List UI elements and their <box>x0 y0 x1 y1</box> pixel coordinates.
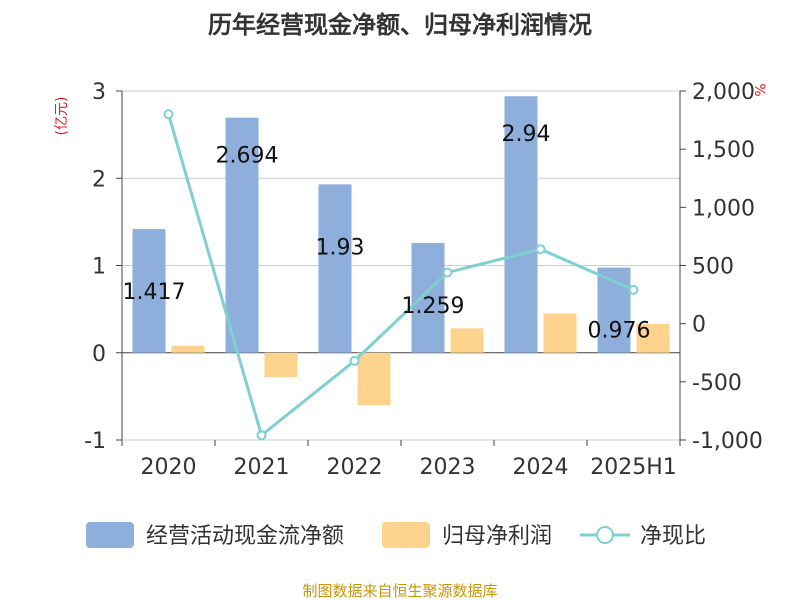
y-right-tick-label: 0 <box>692 313 706 338</box>
cashflow-bar <box>132 229 166 353</box>
net-cash-ratio-line <box>167 113 635 438</box>
cashflow-data-label: 1.417 <box>123 280 186 305</box>
x-tick-label: 2024 <box>513 455 569 480</box>
legend-label-ratio: 净现比 <box>640 524 706 549</box>
x-tick-label: 2022 <box>327 455 383 480</box>
net-cash-ratio-point <box>256 430 267 441</box>
y-right-tick-label: -1,000 <box>692 429 763 454</box>
net-cash-ratio-point <box>163 109 174 120</box>
chart-title: 历年经营现金净额、归母净利润情况 <box>208 11 592 39</box>
data-labels: 1.417 2.694 1.93 1.259 2.94 0.976 <box>123 122 651 343</box>
y-right-tick-label: -500 <box>692 371 742 396</box>
cashflow-bar <box>225 117 259 353</box>
y-right-tick-label: 500 <box>692 255 734 280</box>
y-right-tick-label: 1,500 <box>692 138 755 163</box>
net-cash-ratio-point <box>349 355 360 366</box>
cashflow-bar <box>411 242 445 353</box>
net-cash-ratio-point <box>442 267 453 278</box>
net-profit-bar <box>450 328 484 353</box>
legend-label-net-profit: 归母净利润 <box>442 524 552 549</box>
y-left-tick-label: 0 <box>92 342 106 367</box>
cashflow-data-label: 2.94 <box>502 122 551 147</box>
cashflow-bar <box>504 96 538 353</box>
net-cash-ratio-point <box>535 244 546 255</box>
x-tick-label: 2025H1 <box>590 455 677 480</box>
x-tick-label: 2023 <box>420 455 476 480</box>
cashflow-data-label: 1.259 <box>402 294 465 319</box>
y-left-tick-label: -1 <box>84 429 106 454</box>
net-profit-bar <box>264 352 298 378</box>
x-tick-label: 2020 <box>141 455 197 480</box>
y-right-tick-label: 1,000 <box>692 196 755 221</box>
axes: -1 0 1 2 3 (亿元) 2,000 1,500 1,000 500 0 -500 -1,000%… <box>54 80 767 480</box>
cashflow-data-label: 1.93 <box>316 235 365 260</box>
legend-swatch-net-profit <box>382 522 430 548</box>
source-text: 制图数据来自恒生聚源数据库 <box>302 582 497 600</box>
y-right-unit: % <box>751 83 767 96</box>
net-cash-ratio-point <box>628 284 639 295</box>
legend: 经营活动现金流净额 归母净利润 净现比 <box>86 522 706 549</box>
cashflow-data-label: 2.694 <box>216 144 279 169</box>
legend-swatch-cashflow <box>86 522 134 548</box>
bars <box>132 96 670 406</box>
grid <box>122 90 680 441</box>
y-left-tick-label: 3 <box>92 80 106 105</box>
x-tick-label: 2021 <box>234 455 290 480</box>
y-right-tick-label: 2,000 <box>692 80 755 105</box>
legend-swatch-marker <box>596 526 614 544</box>
y-left-tick-label: 1 <box>92 255 106 280</box>
net-profit-bar <box>171 345 205 353</box>
y-left-tick-label: 2 <box>92 167 106 192</box>
line-series <box>163 109 639 441</box>
y-left-unit: (亿元) <box>54 97 70 136</box>
cashflow-bar <box>318 184 352 353</box>
net-profit-bar <box>636 323 670 353</box>
net-profit-bar <box>357 352 391 406</box>
cashflow-data-label: 0.976 <box>588 319 651 344</box>
legend-label-cashflow: 经营活动现金流净额 <box>146 524 344 549</box>
net-profit-bar <box>543 313 577 353</box>
